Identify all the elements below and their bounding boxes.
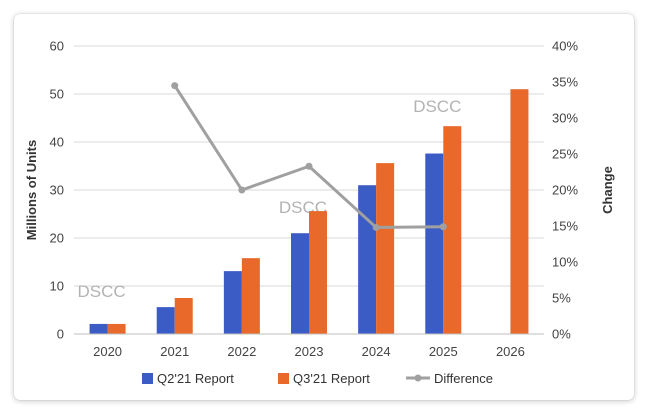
bar-q3-21 (510, 89, 529, 334)
y2-tick-label: 25% (552, 147, 578, 162)
chart-card: DSCC DSCC DSCC 0 10 20 30 40 50 60 0% 5% 10% 15% 20% 2… (14, 14, 634, 400)
y-axis-title: Millions of Units (24, 140, 39, 240)
difference-point (439, 223, 447, 231)
legend-line-marker (414, 374, 422, 382)
bar-q2-21 (223, 271, 242, 334)
bars (89, 89, 529, 334)
difference-point (238, 186, 246, 194)
y2-tick-label: 10% (552, 255, 578, 270)
y-tick-label: 10 (50, 279, 64, 294)
y-tick-label: 50 (50, 87, 64, 102)
x-tick-label: 2026 (496, 344, 525, 359)
legend-swatch (278, 373, 289, 384)
x-tick-label: 2022 (227, 344, 256, 359)
y2-tick-label: 5% (552, 291, 571, 306)
y2-tick-label: 30% (552, 111, 578, 126)
y2-tick-label: 15% (552, 219, 578, 234)
y-tick-label: 20 (50, 231, 64, 246)
bar-q3-21 (174, 298, 193, 334)
bar-q2-21 (425, 153, 444, 334)
bar-q2-21 (358, 185, 377, 334)
y-tick-label: 40 (50, 135, 64, 150)
difference-point (372, 223, 380, 231)
bar-q2-21 (89, 323, 108, 334)
legend: Q2'21 Report Q3'21 Report Difference (142, 371, 493, 386)
bar-q3-21 (443, 126, 462, 334)
x-tick-label: 2021 (160, 344, 189, 359)
x-tick-label: 2023 (295, 344, 324, 359)
x-tick-label: 2025 (429, 344, 458, 359)
y2-tick-label: 0% (552, 327, 571, 342)
y2-tick-label: 35% (552, 75, 578, 90)
difference-point (171, 82, 179, 90)
y-tick-label: 0 (57, 327, 64, 342)
difference-point (305, 162, 313, 170)
x-tick-label: 2020 (93, 344, 122, 359)
bar-q2-21 (156, 307, 175, 334)
x-tick-label: 2024 (362, 344, 391, 359)
axes: 0 10 20 30 40 50 60 0% 5% 10% 15% 20% 25% 30% 35% 40% 20… (24, 39, 615, 360)
dscc-watermark: DSCC (413, 97, 461, 116)
y2-tick-label: 40% (552, 39, 578, 54)
gridlines (74, 45, 544, 287)
bar-q3-21 (309, 211, 327, 334)
legend-label: Q3'21 Report (293, 371, 370, 386)
legend-label: Difference (434, 371, 493, 386)
legend-label: Q2'21 Report (157, 371, 234, 386)
y-tick-label: 60 (50, 39, 64, 54)
y-tick-label: 30 (50, 183, 64, 198)
bar-q3-21 (376, 163, 395, 334)
y2-tick-label: 20% (552, 183, 578, 198)
difference-line-group (171, 82, 447, 231)
bar-q3-21 (241, 258, 260, 334)
bar-q2-21 (291, 233, 309, 334)
bar-q3-21 (107, 323, 126, 334)
dscc-watermark: DSCC (77, 282, 125, 301)
legend-swatch (142, 373, 153, 384)
y2-axis-title: Change (600, 166, 615, 214)
